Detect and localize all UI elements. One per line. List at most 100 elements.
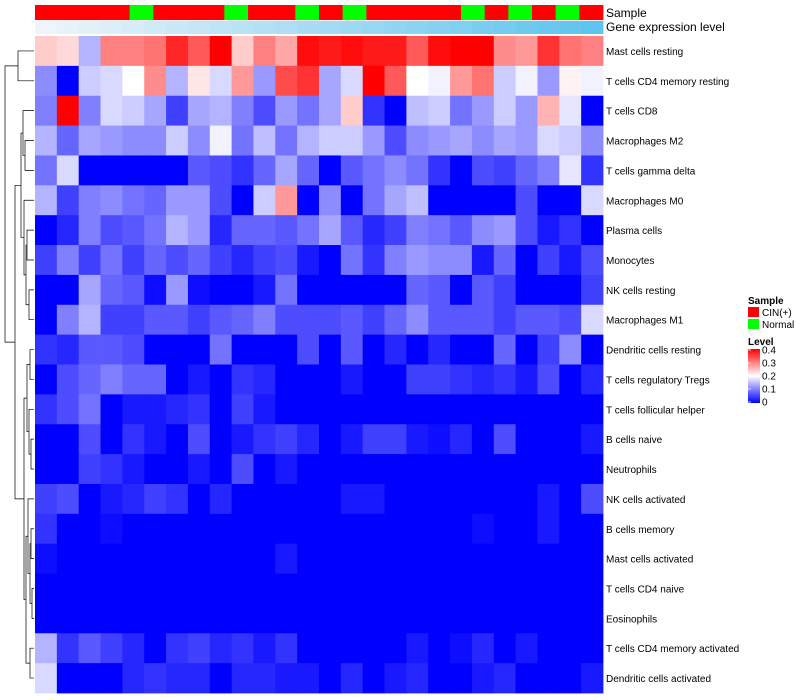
legend-label-normal: Normal bbox=[762, 320, 794, 331]
heatmap-cell bbox=[471, 663, 495, 694]
heatmap-cell bbox=[144, 185, 167, 216]
heatmap-cell bbox=[515, 454, 538, 485]
dendrogram-branch bbox=[23, 199, 34, 276]
heatmap-cell bbox=[471, 334, 495, 365]
heatmap-cell bbox=[209, 185, 233, 216]
heatmap-cell bbox=[384, 633, 407, 664]
sample-track-cell bbox=[390, 5, 415, 20]
heatmap-cell bbox=[384, 274, 407, 306]
heatmap-cell bbox=[384, 424, 407, 455]
heatmap-cell bbox=[253, 364, 276, 395]
heatmap-cell bbox=[362, 603, 385, 634]
heatmap-cell bbox=[471, 215, 495, 246]
heatmap-cell bbox=[406, 125, 429, 156]
heatmap-cell bbox=[253, 185, 276, 216]
heatmap-cell bbox=[515, 125, 538, 156]
heatmap-cell bbox=[144, 334, 167, 365]
heatmap-cell bbox=[340, 573, 364, 604]
heatmap-cell bbox=[537, 364, 560, 395]
heatmap-cell bbox=[100, 633, 123, 664]
sample-track-cell bbox=[224, 5, 249, 20]
heatmap-cell bbox=[319, 483, 342, 515]
heatmap-cell bbox=[275, 394, 298, 425]
heatmap-cell bbox=[35, 185, 58, 216]
heatmap-cell bbox=[471, 36, 495, 67]
heatmap-cell bbox=[122, 543, 145, 574]
heatmap-cell bbox=[340, 364, 364, 395]
heatmap-cell bbox=[471, 65, 495, 97]
heatmap-cell bbox=[122, 95, 145, 126]
heatmap-cell bbox=[275, 334, 298, 365]
heatmap-cell bbox=[209, 633, 233, 664]
heatmap-cell bbox=[78, 185, 101, 216]
heatmap-cell bbox=[56, 483, 80, 515]
heatmap-cell bbox=[166, 185, 189, 216]
heatmap-cell bbox=[144, 155, 167, 186]
sample-track-cell bbox=[579, 5, 604, 20]
heatmap-cell bbox=[100, 364, 123, 395]
heatmap-cell bbox=[187, 633, 211, 664]
heatmap-cell bbox=[187, 65, 211, 97]
sample-track-cell bbox=[177, 5, 202, 20]
heatmap-cell bbox=[56, 215, 80, 246]
heatmap-cell bbox=[78, 543, 101, 574]
expression-track-cell bbox=[581, 21, 604, 34]
heatmap-cell bbox=[362, 543, 385, 574]
heatmap-cell bbox=[581, 65, 604, 97]
heatmap-cell bbox=[581, 483, 604, 515]
heatmap-cell bbox=[144, 36, 167, 67]
sample-track-cell bbox=[532, 5, 557, 20]
heatmap-cell bbox=[471, 125, 495, 156]
heatmap-cell bbox=[384, 155, 407, 186]
heatmap-cell bbox=[406, 274, 429, 306]
heatmap-cell bbox=[100, 603, 123, 634]
heatmap-cell bbox=[122, 125, 145, 156]
heatmap-cell bbox=[122, 513, 145, 545]
heatmap-cell bbox=[428, 215, 451, 246]
heatmap-cell bbox=[559, 274, 582, 306]
heatmap-cell bbox=[362, 424, 385, 455]
heatmap-cell bbox=[384, 573, 407, 604]
heatmap-cell bbox=[471, 543, 495, 574]
dendrogram-branch bbox=[29, 647, 34, 679]
heatmap-cell bbox=[406, 603, 429, 634]
heatmap-cell bbox=[209, 155, 233, 186]
heatmap-cell bbox=[559, 215, 582, 246]
heatmap-cell bbox=[78, 573, 101, 604]
heatmap-cell bbox=[35, 483, 58, 515]
heatmap-cell bbox=[56, 454, 80, 485]
heatmap-cell bbox=[428, 36, 451, 67]
heatmap-cell bbox=[231, 483, 254, 515]
heatmap-cell bbox=[340, 603, 364, 634]
row-label: T cells CD8 bbox=[606, 107, 658, 118]
heatmap-cell bbox=[100, 424, 123, 455]
heatmap-cell bbox=[471, 364, 495, 395]
heatmap-cell bbox=[319, 274, 342, 306]
heatmap-cell bbox=[362, 573, 385, 604]
row-label: T cells CD4 memory activated bbox=[606, 644, 739, 655]
heatmap-cell bbox=[450, 633, 473, 664]
heatmap-cell bbox=[319, 155, 342, 186]
heatmap-cell bbox=[428, 274, 451, 306]
row-label: Dendritic cells activated bbox=[606, 674, 711, 685]
heatmap-cell bbox=[56, 513, 80, 545]
heatmap-cell bbox=[559, 513, 582, 545]
heatmap-cell bbox=[166, 245, 189, 276]
heatmap-cell bbox=[100, 245, 123, 276]
heatmap-cell bbox=[100, 155, 123, 186]
dendrogram-branch bbox=[26, 229, 34, 261]
heatmap-cell bbox=[515, 424, 538, 455]
heatmap-cell bbox=[35, 543, 58, 574]
heatmap-cell bbox=[537, 543, 560, 574]
heatmap-cell bbox=[493, 185, 517, 216]
heatmap-cell bbox=[450, 155, 473, 186]
heatmap-cell bbox=[581, 364, 604, 395]
heatmap-cell bbox=[340, 274, 364, 306]
heatmap-cell bbox=[406, 215, 429, 246]
heatmap-cell bbox=[515, 185, 538, 216]
heatmap-cell bbox=[100, 394, 123, 425]
heatmap-cell bbox=[144, 95, 167, 126]
row-label: Macrophages M1 bbox=[606, 316, 684, 327]
heatmap-cell bbox=[122, 304, 145, 336]
